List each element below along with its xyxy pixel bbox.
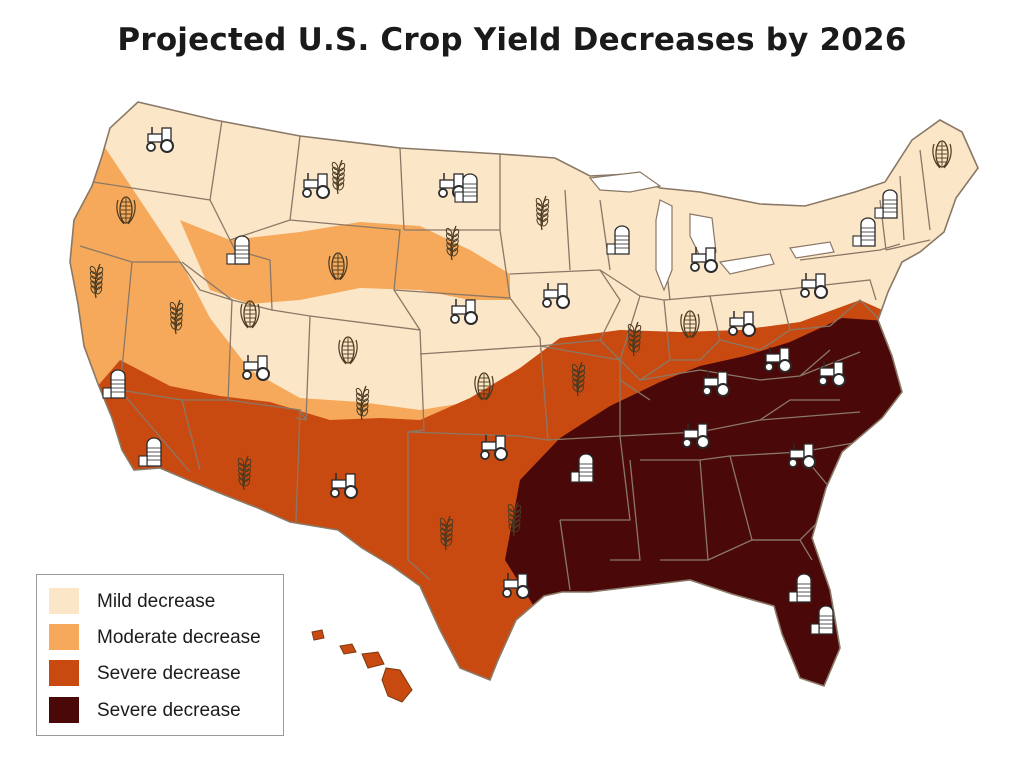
silo-icon	[606, 225, 630, 255]
tractor-icon	[542, 283, 570, 309]
crop-icons	[89, 127, 952, 635]
wheat-icon	[439, 515, 454, 551]
wheat-icon	[535, 195, 550, 231]
legend-label-extreme: Severe decrease	[97, 700, 241, 721]
silo-icon	[138, 437, 162, 467]
tractor-icon	[146, 127, 174, 153]
corn-icon	[680, 310, 700, 339]
tractor-icon	[242, 355, 270, 381]
corn-icon	[328, 252, 348, 281]
zone-moderate-north	[180, 220, 510, 304]
us-outline	[69, 101, 979, 687]
silo-icon	[570, 453, 594, 483]
legend-swatch-extreme	[49, 697, 79, 723]
map-title: Projected U.S. Crop Yield Decreases by 2…	[117, 22, 907, 58]
legend-swatch-severe	[49, 660, 79, 686]
wheat-icon	[331, 159, 346, 195]
great-lakes	[588, 171, 835, 292]
tractor-icon	[682, 423, 710, 449]
wheat-icon	[445, 225, 460, 261]
tractor-icon	[818, 361, 846, 387]
wheat-icon	[355, 385, 370, 421]
silo-icon	[874, 189, 898, 219]
tractor-icon	[302, 173, 330, 199]
silo-icon	[788, 573, 812, 603]
silo-icon	[810, 605, 834, 635]
tractor-icon	[788, 443, 816, 469]
corn-icon	[240, 300, 260, 329]
corn-icon	[338, 336, 358, 365]
tractor-icon	[450, 299, 478, 325]
silo-icon	[226, 235, 250, 265]
silo-icon	[102, 369, 126, 399]
corn-icon	[932, 140, 952, 169]
hawaii-islands	[311, 629, 413, 703]
wheat-icon	[89, 263, 104, 299]
wheat-icon	[169, 299, 184, 335]
silo-icon	[454, 173, 478, 203]
corn-icon	[474, 372, 494, 401]
wheat-icon	[507, 501, 522, 537]
tractor-icon	[764, 347, 792, 373]
corn-icon	[116, 196, 136, 225]
legend-label-severe: Severe decrease	[97, 663, 241, 684]
legend-swatch-mild	[49, 588, 79, 614]
tractor-icon	[702, 371, 730, 397]
legend: Mild decrease Moderate decrease Severe d…	[36, 574, 284, 736]
tractor-icon	[330, 473, 358, 499]
legend-swatch-moderate	[49, 624, 79, 650]
legend-label-mild: Mild decrease	[97, 591, 216, 612]
silo-icon	[852, 217, 876, 247]
legend-label-moderate: Moderate decrease	[97, 627, 261, 648]
wheat-icon	[237, 455, 252, 491]
wheat-icon	[627, 321, 642, 357]
tractor-icon	[800, 273, 828, 299]
wheat-icon	[571, 361, 586, 397]
tractor-icon	[502, 573, 530, 599]
tractor-icon	[480, 435, 508, 461]
tractor-icon	[728, 311, 756, 337]
tractor-icon	[690, 247, 718, 273]
